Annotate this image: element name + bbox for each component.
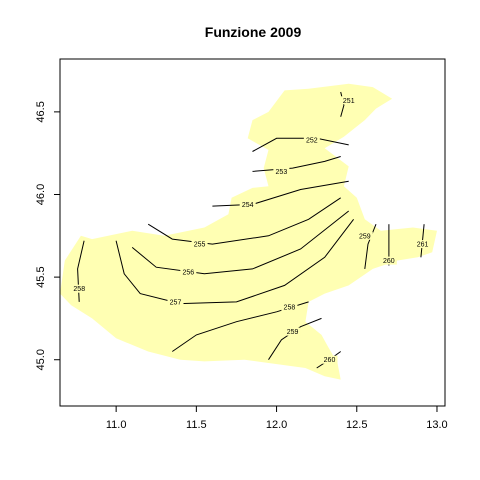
contour-line-253 [252, 156, 341, 172]
region-layer [60, 83, 437, 380]
contour-line-254 [212, 180, 349, 207]
contour-label-260: 260 [383, 258, 395, 265]
y-axis: 45.0 45.5 46.0 46.5 [35, 101, 61, 370]
contour-label-257: 257 [170, 299, 182, 306]
contour-label-bg [239, 200, 256, 209]
y-tick-label: 46.5 [35, 101, 47, 122]
x-tick-label: 12.5 [346, 419, 367, 431]
y-tick-label: 45.5 [35, 266, 47, 287]
contour-label-252: 252 [306, 137, 318, 144]
contour-label-bg [414, 240, 431, 249]
chart-title: Funzione 2009 [205, 24, 302, 40]
contour-label-bg [284, 327, 301, 336]
contour-line-257 [115, 218, 354, 305]
contour-label-258: 258 [284, 304, 296, 311]
contour-layer: 251 252 253 254 255 256 257 258 259 260 258 259 260 2… [71, 91, 431, 369]
x-axis: 11.0 11.5 12.0 12.5 13.0 [106, 405, 448, 431]
y-tick-label: 46.0 [35, 184, 47, 205]
x-tick-label: 13.0 [426, 419, 447, 431]
contour-label-260: 260 [324, 357, 336, 364]
contour-label-259: 259 [287, 329, 299, 336]
contour-label-256: 256 [182, 270, 194, 277]
x-tick-label: 11.0 [106, 419, 127, 431]
contour-label-261: 261 [417, 242, 429, 249]
contour-label-255: 255 [194, 242, 206, 249]
contour-label-251: 251 [343, 98, 355, 105]
contour-line-259 [364, 224, 377, 269]
x-tick-label: 11.5 [186, 419, 207, 431]
contour-line-256 [131, 210, 350, 275]
y-tick-label: 45.0 [35, 349, 47, 370]
contour-line-255 [147, 197, 341, 245]
contour-label-bg [71, 284, 88, 293]
contour-label-bg [281, 302, 298, 311]
contour-label-bg [303, 135, 320, 144]
contour-label-253: 253 [276, 169, 288, 176]
contour-label-258: 258 [73, 286, 85, 293]
x-tick-label: 12.0 [266, 419, 287, 431]
contour-label-bg [380, 256, 397, 265]
contour-label-bg [321, 355, 338, 364]
contour-label-bg [356, 231, 373, 240]
contour-label-bg [273, 167, 290, 176]
contour-label-259: 259 [359, 233, 371, 240]
region-area [60, 83, 437, 380]
contour-label-bg [191, 240, 208, 249]
contour-label-bg [167, 297, 184, 306]
contour-label-254: 254 [242, 202, 254, 209]
contour-label-bg [340, 96, 357, 105]
contour-label-bg [180, 268, 197, 277]
contour-line-252 [252, 137, 349, 152]
